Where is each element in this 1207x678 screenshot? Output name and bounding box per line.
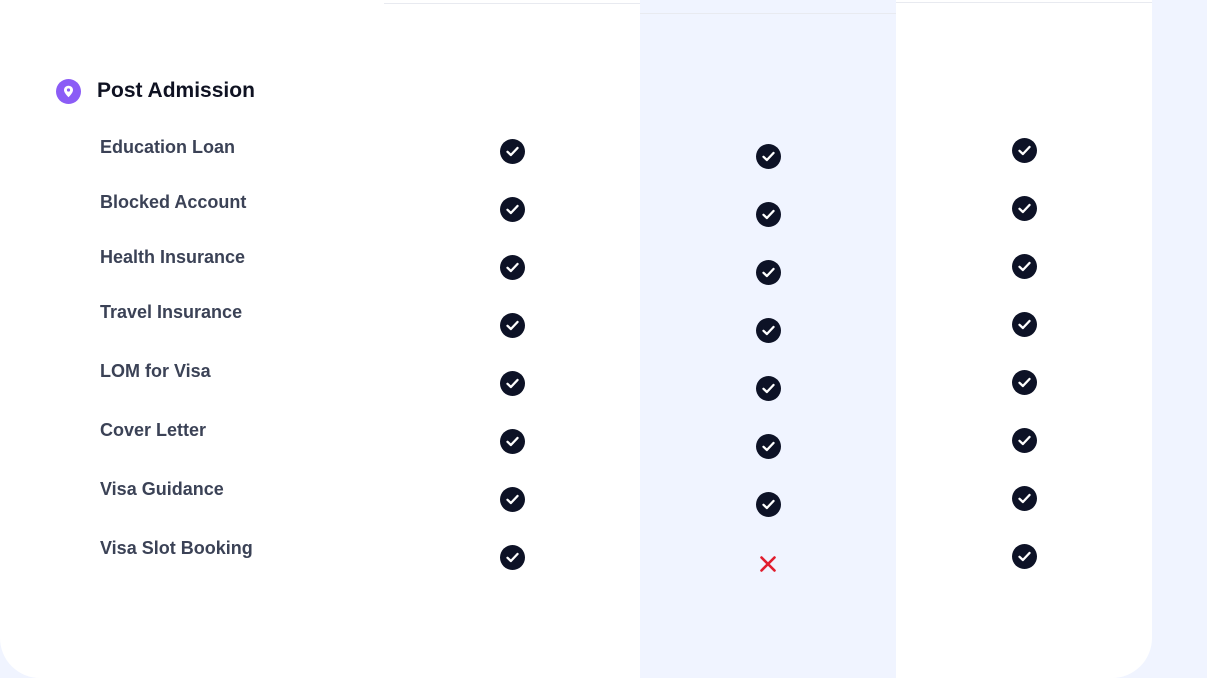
divider (640, 13, 896, 14)
feature-label: Cover Letter (100, 420, 207, 440)
feature-label: Health Insurance (100, 247, 246, 267)
divider (896, 2, 1152, 3)
check-icon (1011, 544, 1037, 569)
check-icon (499, 255, 525, 280)
check-icon (1011, 486, 1037, 511)
check-icon (1011, 138, 1037, 163)
check-icon (755, 318, 781, 343)
feature-label: Education Loan (100, 137, 235, 157)
feature-label: Visa Guidance (100, 479, 224, 499)
check-icon (755, 434, 781, 459)
check-icon (1011, 428, 1037, 453)
check-icon (499, 371, 525, 396)
section-title: Post Admission (97, 79, 255, 102)
check-icon (499, 487, 525, 512)
check-icon (755, 144, 781, 169)
cross-icon (756, 551, 781, 576)
check-icon (755, 260, 781, 285)
check-icon (1011, 312, 1037, 337)
feature-label: Blocked Account (100, 192, 247, 212)
check-icon (755, 202, 781, 227)
feature-label: Visa Slot Booking (100, 538, 253, 558)
check-icon (499, 197, 525, 222)
check-icon (499, 429, 525, 454)
divider (384, 3, 640, 4)
check-icon (755, 376, 781, 401)
check-icon (499, 545, 525, 570)
check-icon (1011, 254, 1037, 279)
feature-label: Travel Insurance (100, 302, 243, 322)
check-icon (755, 492, 781, 517)
feature-label: LOM for Visa (100, 361, 211, 381)
check-icon (499, 139, 525, 164)
check-icon (499, 313, 525, 338)
section-header: Post Admission (56, 78, 255, 104)
check-icon (1011, 370, 1037, 395)
location-pin-icon (56, 78, 81, 104)
check-icon (1011, 196, 1037, 221)
